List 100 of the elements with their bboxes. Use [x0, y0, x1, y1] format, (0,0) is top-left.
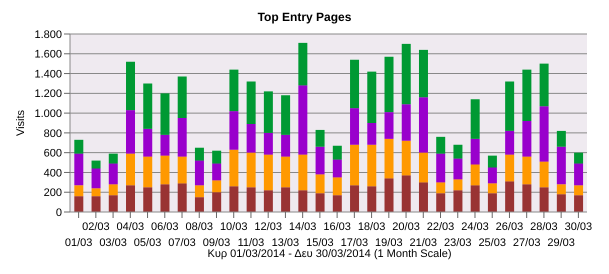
y-tick-label: 800	[44, 128, 62, 140]
bar	[453, 179, 462, 190]
bar	[298, 85, 308, 155]
bar	[574, 185, 584, 196]
x-tick-label: 28/03	[530, 221, 558, 233]
bar	[540, 187, 549, 212]
bar	[556, 146, 566, 184]
bar	[540, 64, 549, 106]
bar	[229, 70, 238, 112]
bar	[574, 195, 584, 212]
bar	[316, 174, 325, 194]
bar	[522, 70, 532, 122]
bar	[160, 134, 170, 156]
bar	[264, 91, 273, 133]
bar	[470, 99, 480, 139]
bar	[384, 178, 394, 212]
bar	[402, 44, 411, 104]
bar	[574, 164, 584, 186]
bar	[418, 97, 428, 153]
bar	[574, 152, 584, 164]
bar	[264, 132, 273, 155]
x-tick-label: 17/03	[340, 237, 368, 249]
bar	[108, 154, 118, 164]
bar	[74, 196, 84, 212]
bar	[505, 130, 514, 155]
bar	[246, 152, 256, 188]
x-tick-label: 23/03	[444, 237, 472, 249]
bar	[367, 72, 376, 123]
x-tick-label: 30/03	[564, 221, 592, 233]
x-tick-label: 13/03	[272, 237, 300, 249]
bar	[92, 160, 101, 168]
bar	[143, 187, 152, 212]
bar	[384, 56, 394, 112]
bar	[436, 182, 446, 194]
bar	[229, 111, 238, 150]
x-tick-label: 14/03	[288, 221, 316, 233]
bar	[453, 158, 462, 180]
bar	[194, 160, 204, 186]
bar	[470, 138, 480, 165]
bar	[436, 154, 446, 182]
y-tick-label: 200	[44, 187, 62, 200]
x-tick-label: 25/03	[478, 237, 506, 249]
bar	[332, 160, 342, 178]
x-tick-label: 10/03	[220, 221, 248, 233]
bar	[418, 152, 428, 182]
bar	[488, 156, 497, 168]
bar	[488, 193, 497, 212]
bar	[246, 187, 256, 212]
x-tick-label: 11/03	[238, 237, 264, 249]
bar	[540, 162, 549, 188]
bar	[143, 156, 152, 188]
bar	[367, 123, 376, 145]
bar	[316, 130, 325, 147]
bar	[178, 156, 187, 184]
bar	[212, 150, 222, 164]
bar	[418, 182, 428, 212]
bar	[522, 156, 532, 184]
bar	[281, 187, 290, 212]
bar	[229, 150, 238, 186]
x-tick-label: 29/03	[547, 237, 575, 249]
bar	[92, 168, 101, 188]
bar	[505, 154, 514, 182]
x-tick-label: 01/03	[64, 237, 92, 249]
chart-title: Top Entry Pages	[256, 9, 352, 26]
bar	[126, 62, 136, 110]
bar	[160, 184, 170, 212]
x-tick-label: 15/03	[306, 237, 334, 249]
bar	[194, 185, 204, 198]
bar	[350, 185, 360, 212]
bar	[402, 175, 411, 212]
bar	[143, 128, 152, 157]
bar	[246, 124, 256, 153]
bar	[143, 83, 152, 129]
bar	[212, 192, 222, 212]
bar	[298, 154, 308, 190]
bar	[108, 195, 118, 212]
bar	[160, 156, 170, 184]
bar	[212, 164, 222, 180]
bar	[384, 112, 394, 139]
bar	[453, 144, 462, 159]
bar	[126, 185, 136, 212]
x-tick-label: 21/03	[410, 237, 438, 249]
x-tick-label: 05/03	[134, 237, 162, 249]
bar	[367, 144, 376, 186]
y-tick-label: 1.400	[34, 68, 62, 80]
x-tick-label: 03/03	[99, 237, 127, 249]
bar	[212, 180, 222, 192]
bar	[350, 144, 360, 186]
bar	[367, 186, 376, 212]
y-tick-label: 1.200	[34, 88, 62, 100]
bar	[281, 156, 290, 188]
bar	[556, 184, 566, 194]
bar	[522, 184, 532, 212]
y-tick-label: 400	[44, 167, 62, 180]
bar	[126, 110, 136, 154]
x-tick-label: 09/03	[202, 237, 230, 249]
y-tick-label: 1.000	[34, 108, 62, 120]
bar	[108, 184, 118, 196]
bar	[108, 164, 118, 184]
bar	[436, 193, 446, 212]
